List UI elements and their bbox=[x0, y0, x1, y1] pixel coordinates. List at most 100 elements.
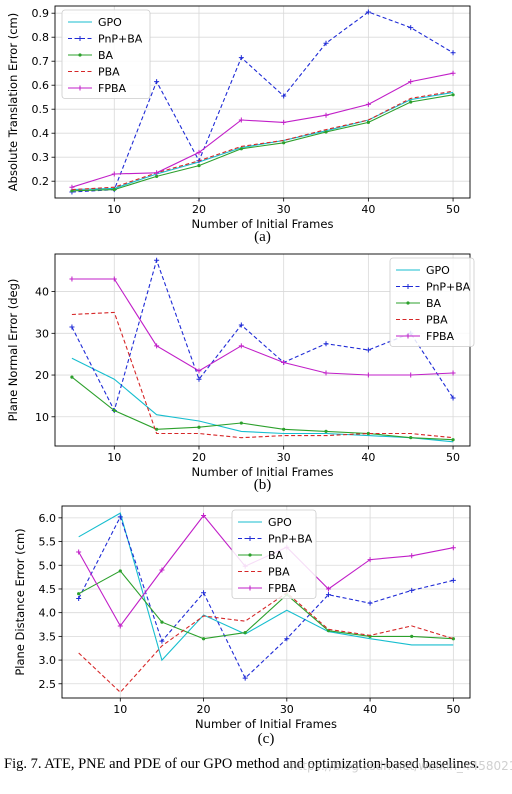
data-point bbox=[238, 55, 244, 61]
watermark: https://blog.csdn.net/weixin_44580210 bbox=[290, 759, 512, 773]
legend-label: PnP+BA bbox=[98, 33, 143, 46]
data-point bbox=[159, 638, 165, 644]
data-point bbox=[450, 545, 456, 551]
data-point bbox=[155, 174, 159, 178]
plot-frame bbox=[54, 253, 471, 447]
y-axis-label: Plane Normal Error (deg) bbox=[6, 279, 20, 422]
data-point bbox=[201, 512, 207, 518]
legend-marker bbox=[406, 301, 410, 305]
y-tick-label: 4.5 bbox=[39, 583, 57, 596]
legend-label: BA bbox=[268, 549, 284, 562]
x-tick-label: 50 bbox=[446, 451, 460, 464]
plot-frame bbox=[54, 5, 471, 199]
series-line-ba bbox=[71, 94, 454, 192]
data-point bbox=[282, 427, 286, 431]
x-tick-label: 20 bbox=[192, 203, 206, 216]
chart-pde: 10 20 30 40 50 2.5 3.0 3.5 4.0 4.5 5.0 5.5 6.0 Number… bbox=[13, 505, 471, 747]
series-line-gpo bbox=[78, 512, 454, 662]
data-point bbox=[154, 343, 160, 349]
data-point bbox=[282, 141, 286, 145]
data-point bbox=[408, 79, 414, 85]
data-point bbox=[323, 341, 329, 347]
legend-label: GPO bbox=[98, 16, 122, 29]
data-point bbox=[112, 188, 116, 192]
data-point bbox=[159, 567, 165, 573]
data-point bbox=[323, 40, 329, 46]
data-point bbox=[323, 370, 329, 376]
data-point bbox=[365, 9, 371, 15]
legend-box bbox=[389, 257, 475, 347]
legend-label: FPBA bbox=[426, 330, 455, 343]
legend-box bbox=[231, 509, 317, 599]
data-point bbox=[409, 100, 413, 104]
legend-marker bbox=[247, 536, 253, 541]
x-tick-label: 10 bbox=[113, 703, 127, 716]
data-point bbox=[324, 429, 328, 433]
data-point bbox=[196, 376, 202, 382]
x-axis-label: Number of Initial Frames bbox=[192, 217, 334, 231]
y-tick-label: 6.0 bbox=[39, 512, 57, 525]
legend-label: BA bbox=[426, 297, 442, 310]
data-point bbox=[281, 93, 287, 99]
data-point bbox=[323, 112, 329, 118]
data-point bbox=[408, 372, 414, 378]
legend-marker bbox=[77, 36, 83, 41]
data-point bbox=[325, 592, 331, 598]
legend-label: PBA bbox=[426, 314, 448, 327]
x-tick-label: 30 bbox=[280, 703, 294, 716]
data-point bbox=[196, 368, 202, 374]
y-tick-label: 2.5 bbox=[39, 678, 57, 691]
legend-label: BA bbox=[98, 49, 114, 62]
data-point bbox=[197, 164, 201, 168]
y-tick-label: 0.5 bbox=[32, 103, 50, 116]
subfigure-label: (a) bbox=[254, 229, 271, 245]
data-point bbox=[367, 600, 373, 606]
legend-marker bbox=[405, 284, 411, 289]
data-point bbox=[366, 431, 370, 436]
data-point bbox=[69, 184, 75, 190]
y-tick-label: 5.0 bbox=[39, 559, 57, 572]
figure-caption: Fig. 7. ATE, PNE and PDE of our GPO meth… bbox=[4, 756, 480, 772]
data-point bbox=[154, 79, 160, 85]
data-point bbox=[76, 595, 82, 601]
chart-pne: 10 20 30 40 50 10 20 30 40 Number of Initial Fram… bbox=[6, 253, 475, 493]
data-point bbox=[201, 590, 207, 596]
legend-label: GPO bbox=[268, 516, 292, 529]
series-line-pnpba bbox=[71, 258, 454, 413]
data-point bbox=[238, 117, 244, 123]
subfigure-label: (b) bbox=[254, 477, 272, 493]
y-axis-label: Absolute Translation Error (cm) bbox=[6, 13, 20, 191]
x-tick-label: 50 bbox=[446, 703, 460, 716]
y-tick-label: 10 bbox=[35, 411, 49, 424]
x-tick-label: 30 bbox=[277, 451, 291, 464]
data-point bbox=[365, 347, 371, 353]
y-tick-label: 5.5 bbox=[39, 536, 57, 549]
series-line-ba bbox=[71, 376, 454, 441]
series-line-gpo bbox=[71, 91, 454, 191]
data-point bbox=[117, 623, 123, 629]
y-tick-label: 0.8 bbox=[32, 31, 50, 44]
data-point bbox=[366, 120, 370, 124]
data-point bbox=[450, 370, 456, 376]
y-tick-label: 3.0 bbox=[39, 654, 57, 667]
x-tick-label: 40 bbox=[361, 203, 375, 216]
legend-marker bbox=[247, 585, 253, 591]
data-point bbox=[77, 592, 81, 596]
x-tick-label: 20 bbox=[197, 703, 211, 716]
data-point bbox=[451, 438, 455, 442]
data-point bbox=[451, 93, 455, 97]
y-tick-label: 40 bbox=[35, 286, 49, 299]
data-point bbox=[367, 557, 373, 563]
data-point bbox=[450, 577, 456, 583]
data-point bbox=[160, 620, 164, 624]
legend-marker bbox=[77, 85, 83, 91]
series-line-pba bbox=[71, 311, 454, 439]
y-tick-label: 0.2 bbox=[32, 175, 50, 188]
data-point bbox=[243, 630, 247, 635]
plot-frame bbox=[61, 505, 471, 699]
y-tick-label: 20 bbox=[35, 369, 49, 382]
series-line-pba bbox=[71, 90, 454, 191]
y-tick-label: 0.6 bbox=[32, 79, 50, 92]
series-line-fpba bbox=[71, 72, 454, 188]
legend-label: GPO bbox=[426, 264, 450, 277]
